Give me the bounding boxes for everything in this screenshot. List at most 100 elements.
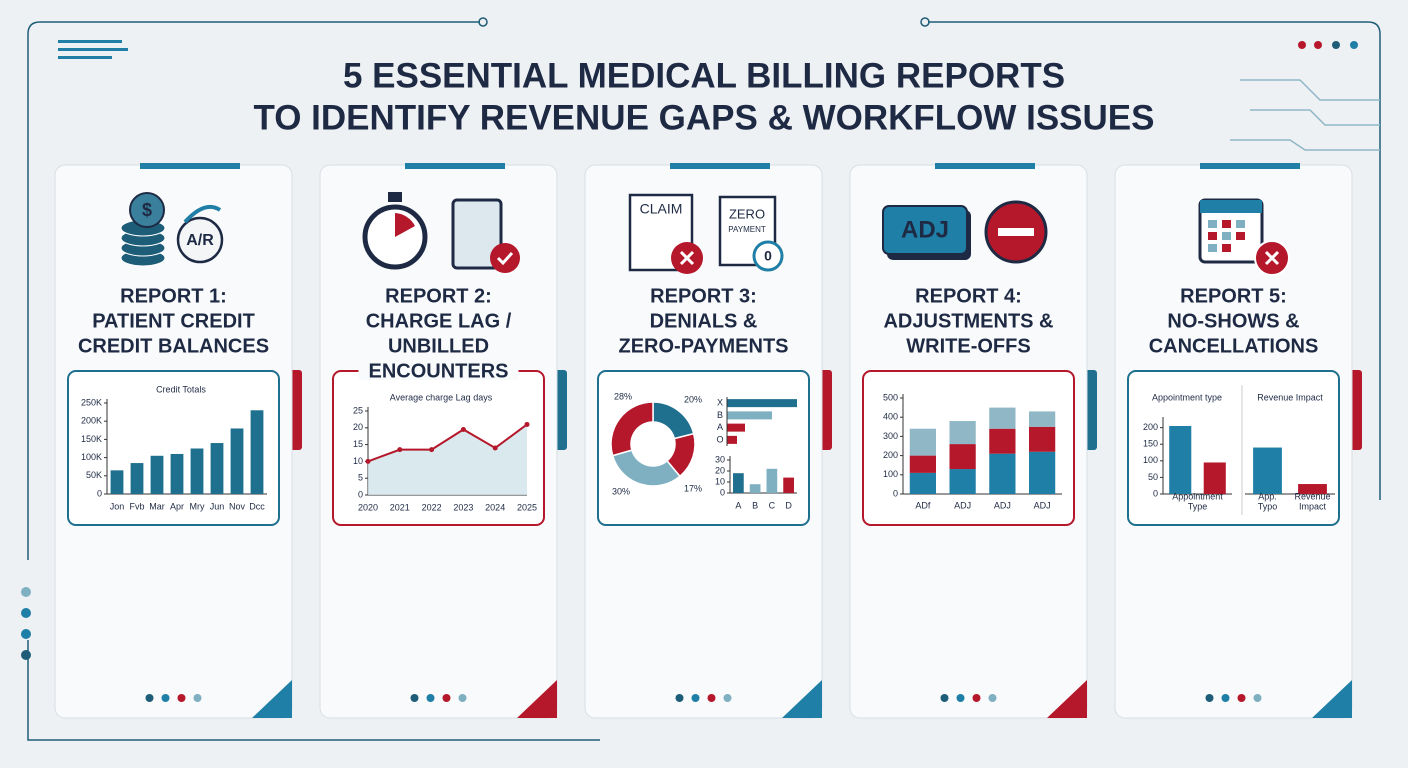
dot [410,694,419,702]
dot [193,694,202,702]
x-tick-label: 2025 [517,502,537,512]
corner [1047,680,1087,718]
card-title-line: ADJUSTMENTS & [883,310,1053,332]
dot [21,629,31,639]
calendar-cell [1222,232,1231,240]
bar-segment [909,428,936,456]
card-title-line: CANCELLATIONS [1149,335,1319,357]
corner [1312,680,1352,718]
point [492,445,498,451]
card-title-line: CREDIT BALANCES [78,335,269,357]
x-tick-label: ADJ [1034,500,1051,510]
clipboard [451,198,503,270]
ar-badge [176,216,224,264]
bar-segment [989,453,1016,494]
icon-text: A/R [186,232,214,249]
bar [110,470,124,494]
hbar [727,435,737,444]
bar [1298,484,1327,494]
frame [27,17,1381,741]
y-tick-label: 30 [715,454,725,464]
hbar [727,399,797,408]
card-title-line: REPORT 1: [120,285,227,307]
y-tick-label: 10 [353,456,363,466]
dot [21,587,31,597]
y-tick-label: 20 [715,465,725,475]
bar-segment [989,407,1016,429]
x-tick-label: D [785,500,792,510]
y-tick-label: 20 [353,422,363,432]
dot [1237,694,1246,702]
bar [170,453,184,494]
dot [145,694,154,702]
y-tick-label: 0 [97,488,102,498]
dot [1205,694,1214,702]
bar [1253,447,1282,494]
frame-dot [920,17,930,27]
calendar-cell [1222,244,1231,252]
title-line: TO IDENTIFY REVENUE GAPS & WORKFLOW ISSU… [253,98,1154,137]
x-tick-label: Mar [149,501,165,511]
dot [1332,41,1340,49]
icon-text: PAYMENT [728,225,766,234]
point [429,447,435,453]
y-tick-label: 150 [1143,439,1158,449]
card-title-line: REPORT 5: [1180,285,1287,307]
bar [230,428,244,494]
y-tick-label: 200 [883,450,898,460]
calendar-head [1200,200,1262,213]
stopwatch-top [388,192,402,202]
calendar-cell [1208,232,1217,240]
corner [517,680,557,718]
point [365,458,371,464]
icon-text: $ [142,200,152,220]
bar [1203,462,1226,494]
pie-slice [610,401,654,457]
dot [1350,41,1358,49]
y-tick-label: 15 [353,439,363,449]
x-mark [1264,250,1280,266]
chart-title: Revenue Impact [1257,392,1323,402]
x-tick-label: Dcc [249,501,265,511]
stopwatch-wedge [395,213,415,237]
card-title-line: REPORT 2: [385,285,492,307]
x-tick-label: C [769,500,776,510]
header-bars [21,40,1358,660]
card-title-line: UNBILLED [388,335,489,357]
bar [190,448,204,494]
card-title-line: PATIENT CREDIT [92,310,255,332]
dot [426,694,435,702]
dot [707,694,716,702]
dot [1253,694,1262,702]
x-tick-label: ADJ [994,500,1011,510]
y-tick-label: 25 [353,405,363,415]
bar-deco [58,56,112,59]
bar-segment [909,455,936,473]
x-axis-label: Appointment [1172,491,1223,501]
slice-label: 17% [684,483,702,493]
x-tick-label: 2022 [422,502,442,512]
chart-title: Average charge Lag days [390,392,493,402]
calendar-cell [1236,232,1245,240]
calendar-cell [1208,220,1217,228]
x-tick-label: Mry [190,501,205,511]
dot [458,694,467,702]
line [367,423,528,463]
check [496,251,514,266]
y-tick-label: 50 [1148,472,1158,482]
dot [21,608,31,618]
point [524,421,530,427]
card-tab [1200,163,1300,169]
y-tick-label: 5 [358,473,363,483]
bar-segment [1029,451,1056,494]
area [368,424,527,495]
bar-segment [949,469,976,494]
y-tick-label: 100K [81,452,102,462]
frame-line [928,21,1381,500]
dot [723,694,732,702]
arrow [183,205,222,224]
y-tick-label: 300 [883,431,898,441]
point [397,447,403,453]
bar [733,473,744,493]
frame-line [27,640,600,741]
